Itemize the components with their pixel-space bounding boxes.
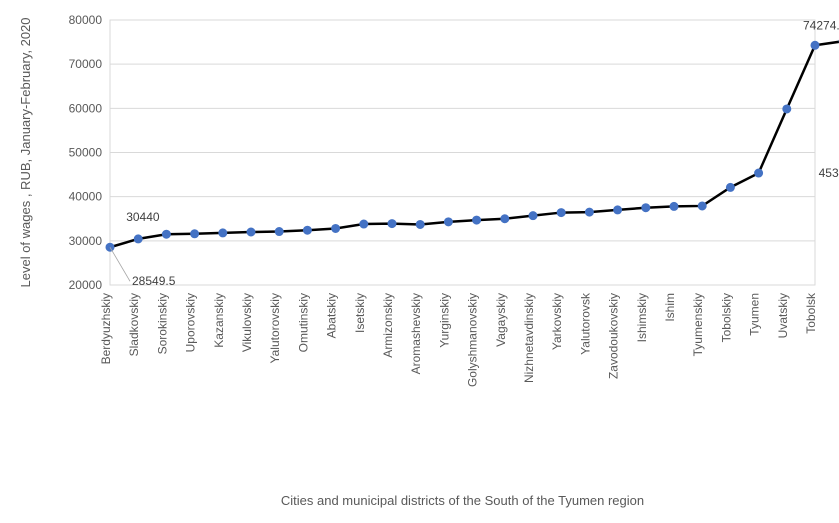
y-tick-label: 40000 bbox=[69, 190, 103, 204]
x-category-label: Tobolskiy bbox=[719, 293, 733, 342]
wage-line-chart: 20000 30000 40000 50000 60000 70000 80000 Berdy… bbox=[0, 0, 839, 523]
x-category-label: Abatskiy bbox=[325, 293, 339, 338]
y-tick-label: 50000 bbox=[69, 146, 103, 160]
data-point bbox=[501, 215, 509, 223]
y-tick-label: 80000 bbox=[69, 13, 103, 27]
y-tick-label: 30000 bbox=[69, 234, 103, 248]
data-point bbox=[444, 218, 452, 226]
chart-svg: 20000 30000 40000 50000 60000 70000 80000 Berdy… bbox=[0, 0, 839, 523]
data-point bbox=[698, 202, 706, 210]
data-label: 74274.8 bbox=[803, 18, 839, 32]
data-point bbox=[585, 208, 593, 216]
data-point bbox=[360, 220, 368, 228]
data-point bbox=[332, 224, 340, 232]
x-category-label: Sladkovskiy bbox=[127, 293, 141, 356]
x-category-label: Sorokinskiy bbox=[155, 293, 169, 354]
x-category-label: Yalutorovsk bbox=[578, 292, 592, 355]
data-label: 28549.5 bbox=[132, 274, 176, 288]
x-category-label: Tobolsk bbox=[804, 292, 818, 334]
data-point bbox=[275, 228, 283, 236]
x-category-label: Yarkovskiy bbox=[550, 293, 564, 350]
data-point bbox=[303, 226, 311, 234]
y-tick-label: 70000 bbox=[69, 57, 103, 71]
x-category-label: Nizhnetavdinskiy bbox=[522, 293, 536, 383]
data-point bbox=[642, 204, 650, 212]
x-category-label: Tyumen bbox=[748, 293, 762, 336]
data-point bbox=[134, 235, 142, 243]
x-axis-title: Cities and municipal districts of the So… bbox=[281, 493, 644, 508]
data-point bbox=[557, 209, 565, 217]
data-label: 45345.5 bbox=[819, 166, 839, 180]
data-point bbox=[388, 220, 396, 228]
data-label: 30440 bbox=[126, 210, 160, 224]
x-category-label: Yurginskiy bbox=[437, 293, 451, 348]
x-category-label: Isetskiy bbox=[353, 293, 367, 333]
data-point bbox=[726, 183, 734, 191]
data-point bbox=[670, 202, 678, 210]
leader-line bbox=[110, 247, 130, 281]
data-point bbox=[614, 206, 622, 214]
data-point bbox=[811, 41, 819, 49]
data-point bbox=[755, 169, 763, 177]
x-category-label: Vagayskiy bbox=[494, 293, 508, 347]
data-point bbox=[783, 105, 791, 113]
y-axis-title: Level of wages , RUB, January-February, … bbox=[18, 17, 33, 287]
x-category-label: Zavodoukovskiy bbox=[607, 293, 621, 379]
x-category-label: Ishim bbox=[663, 293, 677, 322]
x-category-label: Armizonskiy bbox=[381, 293, 395, 358]
x-category-label: Tyumenskiy bbox=[691, 293, 705, 356]
x-category-label: Berdyuzhskiy bbox=[99, 293, 113, 364]
data-point bbox=[162, 230, 170, 238]
x-category-label: Yalutorovskiy bbox=[268, 293, 282, 363]
y-tick-label: 20000 bbox=[69, 278, 103, 292]
data-point bbox=[473, 216, 481, 224]
x-category-label: Golyshmanovskiy bbox=[466, 293, 480, 387]
y-tick-label: 60000 bbox=[69, 101, 103, 115]
x-category-label: Omutinskiy bbox=[296, 293, 310, 352]
data-point bbox=[416, 220, 424, 228]
x-category-label: Vikulovskiy bbox=[240, 293, 254, 352]
x-category-label: Ishimskiy bbox=[635, 293, 649, 342]
data-point bbox=[191, 230, 199, 238]
data-point bbox=[529, 212, 537, 220]
x-category-label: Kazanskiy bbox=[212, 293, 226, 348]
x-category-label: Aromashevskiy bbox=[409, 293, 423, 374]
data-point bbox=[219, 229, 227, 237]
x-category-label: Uporovskiy bbox=[184, 293, 198, 352]
x-category-label: Uvatskiy bbox=[776, 293, 790, 338]
data-point bbox=[247, 228, 255, 236]
